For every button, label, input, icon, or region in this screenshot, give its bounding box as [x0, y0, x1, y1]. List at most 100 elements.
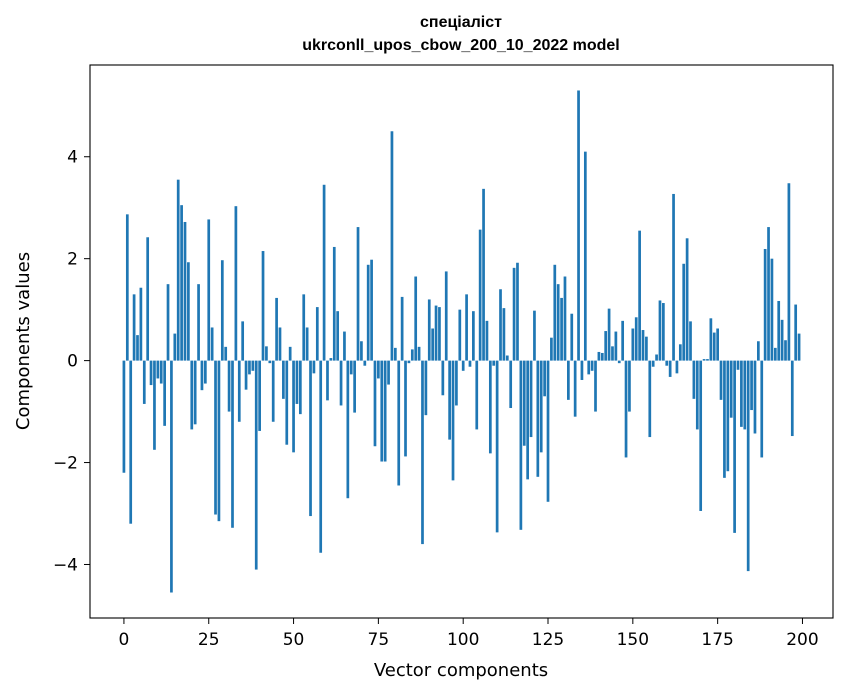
bar-component-23 [200, 360, 204, 391]
bar-component-57 [315, 307, 319, 361]
bar-component-118 [522, 360, 526, 446]
bar-component-114 [509, 360, 513, 409]
bar-component-149 [628, 360, 631, 412]
bar-component-194 [780, 319, 784, 361]
bar-component-123 [539, 360, 543, 453]
x-tick-label: 25 [198, 630, 220, 650]
bar-component-191 [770, 258, 774, 361]
bar-component-41 [261, 251, 265, 361]
bar-component-162 [672, 193, 675, 361]
x-tick-label: 50 [283, 630, 305, 650]
bar-component-86 [414, 276, 418, 361]
bar-component-44 [271, 360, 275, 422]
bar-component-103 [472, 311, 475, 361]
bar-component-107 [485, 320, 489, 361]
bar-component-172 [706, 359, 709, 361]
bar-component-133 [573, 360, 577, 417]
bar-component-155 [648, 360, 652, 438]
bar-component-36 [244, 360, 248, 390]
bar-component-1 [125, 214, 129, 361]
bar-component-75 [377, 360, 380, 379]
bar-component-18 [183, 221, 187, 361]
chart-title: спеціаліст [420, 14, 502, 31]
bar-component-113 [505, 355, 509, 361]
bar-component-119 [526, 360, 530, 480]
bar-component-109 [492, 360, 496, 366]
bar-component-127 [553, 264, 557, 361]
bar-component-178 [726, 360, 730, 472]
bar-component-88 [421, 360, 424, 545]
bar-component-19 [187, 262, 190, 361]
bar-component-27 [214, 360, 217, 515]
bar-component-197 [790, 360, 794, 437]
bar-component-122 [536, 360, 540, 477]
bar-component-166 [685, 238, 689, 361]
bar-component-169 [695, 360, 699, 430]
bar-component-134 [577, 90, 580, 361]
bar-component-69 [356, 227, 360, 361]
bar-component-161 [668, 360, 672, 377]
bar-component-76 [380, 360, 384, 462]
bar-component-0 [122, 360, 126, 473]
bar-component-94 [441, 360, 445, 396]
bar-component-120 [529, 360, 533, 438]
bar-component-174 [712, 332, 716, 361]
bar-component-14 [170, 360, 173, 593]
bar-component-33 [234, 206, 238, 361]
bar-component-138 [590, 360, 594, 371]
bar-component-116 [516, 262, 519, 361]
bar-component-108 [488, 360, 492, 454]
bar-component-32 [231, 360, 234, 528]
bar-component-188 [760, 360, 764, 458]
bar-component-95 [444, 271, 448, 361]
bar-component-77 [383, 360, 387, 462]
bar-component-68 [353, 360, 356, 413]
bar-component-49 [288, 346, 292, 361]
bar-component-117 [519, 360, 523, 530]
bar-component-131 [567, 360, 570, 400]
bar-component-196 [787, 183, 791, 361]
bar-component-193 [777, 300, 781, 361]
bar-component-158 [658, 300, 662, 361]
bar-component-163 [675, 360, 679, 374]
bar-component-199 [797, 333, 801, 361]
bar-component-38 [251, 360, 255, 371]
bar-component-22 [197, 284, 200, 361]
bar-component-137 [587, 360, 591, 375]
bar-component-64 [339, 360, 343, 406]
bar-component-140 [597, 351, 601, 361]
x-tick-label: 175 [701, 630, 733, 650]
bar-component-61 [329, 358, 333, 361]
x-tick-label: 150 [617, 630, 649, 650]
bar-component-21 [193, 360, 197, 425]
bar-component-46 [278, 327, 282, 361]
bar-component-102 [468, 360, 472, 367]
bar-component-12 [163, 360, 166, 426]
bar-component-93 [438, 307, 441, 361]
x-tick-label: 125 [532, 630, 564, 650]
bar-component-185 [750, 360, 753, 411]
bar-component-106 [482, 188, 485, 361]
bar-component-79 [390, 131, 394, 361]
bar-component-195 [784, 340, 787, 361]
bar-component-16 [176, 179, 180, 361]
bar-component-24 [203, 360, 207, 384]
bar-component-85 [410, 349, 414, 361]
bar-component-147 [621, 320, 625, 361]
bar-component-71 [363, 360, 367, 366]
bar-component-73 [370, 259, 373, 361]
bar-component-105 [478, 229, 482, 361]
bar-component-121 [533, 310, 536, 361]
bar-component-13 [166, 284, 170, 361]
bar-component-87 [417, 346, 421, 361]
bar-component-145 [614, 331, 618, 361]
bar-component-34 [237, 360, 241, 422]
bar-component-52 [298, 360, 302, 415]
bar-component-150 [631, 328, 635, 361]
y-axis-label: Components values [13, 252, 34, 430]
bar-component-125 [546, 360, 550, 502]
bar-component-189 [763, 248, 767, 361]
y-tick-label: 2 [67, 250, 78, 270]
bar-component-63 [336, 311, 340, 361]
